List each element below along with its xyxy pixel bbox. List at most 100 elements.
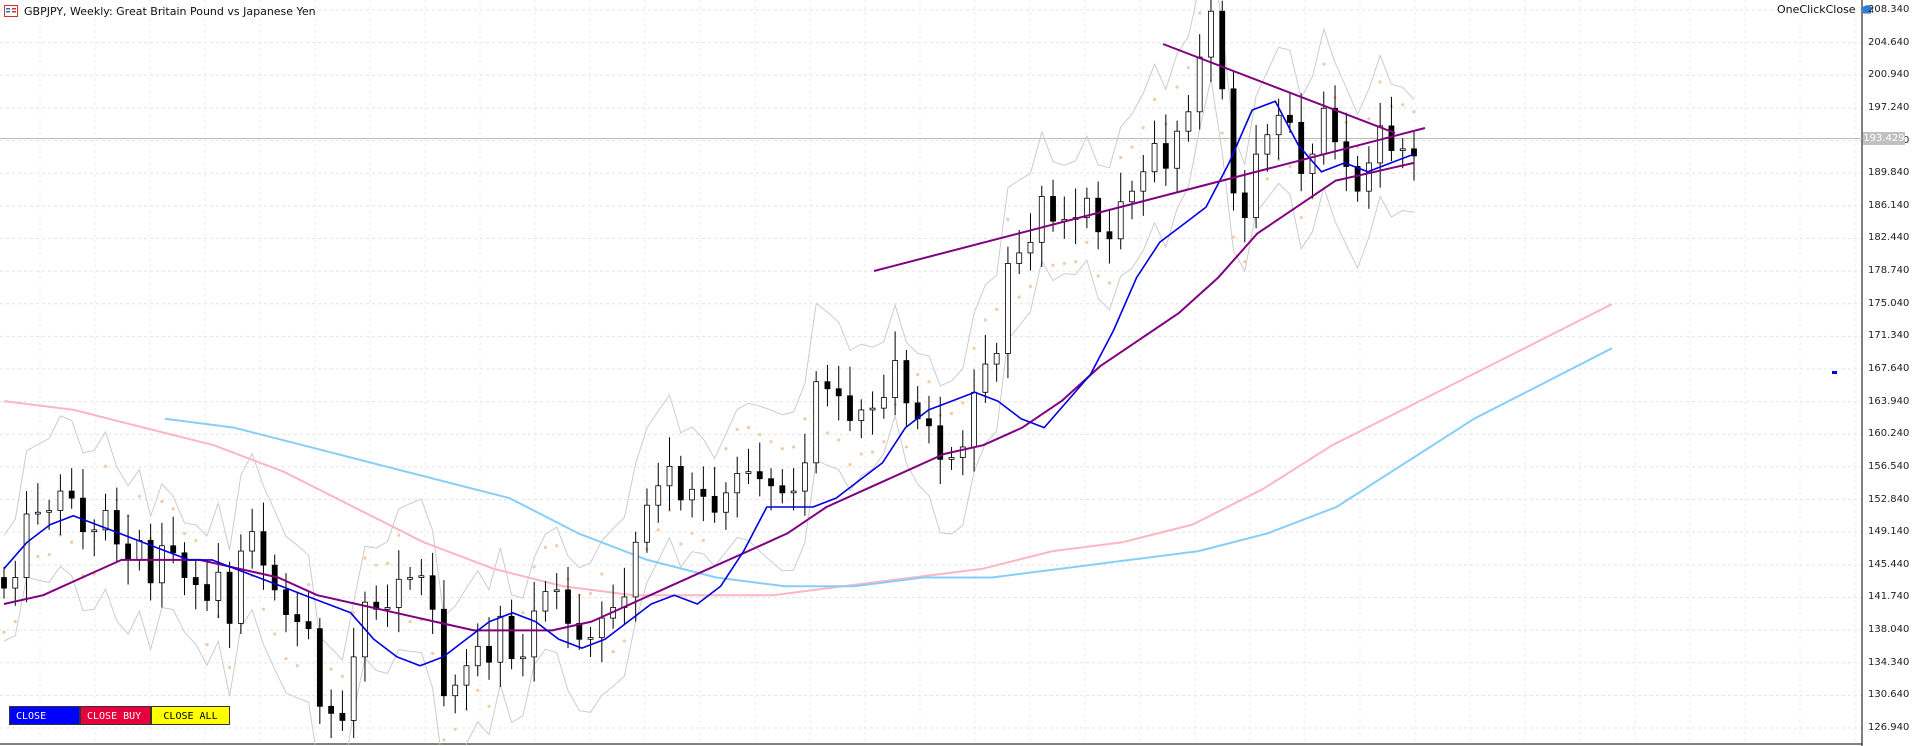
price-tick-label: 175.040 — [1868, 297, 1910, 309]
sar-dot — [724, 447, 728, 451]
sar-dot — [1141, 126, 1145, 130]
parabolic-sar — [2, 11, 1416, 742]
candle-body — [57, 490, 64, 511]
candle-body — [1388, 125, 1395, 152]
candle-body — [1411, 148, 1417, 157]
candle-body — [711, 495, 718, 513]
candle-body — [790, 490, 797, 494]
sar-dot — [1017, 295, 1021, 299]
symbol-title: GBPJPY, Weekly: Great Britain Pound vs J… — [24, 4, 316, 18]
candle-body — [1219, 10, 1226, 90]
sar-dot — [916, 373, 920, 377]
sar-dot — [36, 554, 40, 558]
candle-body — [779, 485, 786, 494]
current-price-label: 193.429 — [1863, 132, 1905, 145]
candle-body — [1264, 134, 1271, 155]
candle-body — [1377, 125, 1384, 164]
sar-dot — [679, 542, 683, 546]
sar-dot — [363, 556, 367, 560]
one-click-close-label[interactable]: OneClickClose — [1777, 3, 1874, 16]
sar-dot — [2, 630, 6, 634]
sar-dot — [47, 552, 51, 557]
price-tick-label: 182.440 — [1868, 232, 1910, 244]
price-tick-label: 197.240 — [1868, 101, 1910, 113]
chart-title-bar: GBPJPY, Weekly: Great Britain Pound vs J… — [4, 3, 316, 19]
sar-dot — [588, 591, 593, 595]
candle-body — [1275, 114, 1282, 136]
sar-dot — [1412, 110, 1416, 114]
sar-dot — [273, 632, 277, 636]
candle-body — [587, 637, 594, 640]
candle-body — [395, 578, 402, 608]
sar-dot — [284, 657, 288, 661]
sar-dot — [1231, 235, 1236, 239]
candle-body — [1354, 166, 1361, 192]
candle-body — [497, 615, 504, 663]
candle-body — [91, 529, 98, 533]
price-tick-label: 204.640 — [1868, 36, 1910, 48]
sar-dot — [160, 500, 164, 504]
candle-body — [723, 492, 729, 513]
sar-dot — [1107, 281, 1112, 285]
sar-dot — [137, 494, 141, 498]
price-tick-label: 160.240 — [1868, 428, 1910, 440]
sar-dot — [487, 704, 491, 708]
sar-dot — [859, 452, 863, 456]
sar-dot — [1220, 131, 1224, 135]
price-tick-label: 130.640 — [1868, 689, 1910, 701]
sar-dot — [837, 438, 841, 442]
sar-dot — [1152, 97, 1157, 102]
candle-body — [903, 360, 910, 404]
candle-body — [418, 575, 425, 578]
price-tick-label: 152.840 — [1868, 493, 1910, 505]
candle-body — [734, 473, 741, 494]
sar-dot — [927, 380, 931, 384]
candle-body — [700, 488, 707, 497]
candle-body — [102, 510, 109, 531]
sar-dot — [1074, 260, 1078, 264]
candle-body — [689, 488, 695, 501]
price-axis: 208.340204.640200.940197.240193.540189.8… — [1862, 0, 1915, 746]
price-tick-label: 134.340 — [1868, 656, 1910, 668]
candle-body — [1185, 111, 1192, 132]
candle-body — [926, 418, 932, 427]
price-tick-label: 189.840 — [1868, 167, 1910, 179]
sar-dot — [656, 528, 660, 532]
sar-dot — [1028, 284, 1033, 289]
candle-body — [474, 645, 481, 667]
sar-dot — [374, 563, 378, 567]
sar-dot — [543, 545, 548, 550]
candle-body — [1083, 197, 1090, 219]
close-all-button[interactable]: CLOSE ALL — [151, 706, 230, 725]
price-tick-label: 171.340 — [1868, 330, 1910, 342]
candle-body — [1287, 114, 1293, 123]
sar-dot — [1096, 274, 1100, 278]
sar-dot — [408, 620, 412, 624]
sar-dot — [555, 544, 559, 548]
candle-body — [1241, 192, 1248, 219]
order-buttons: CLOSE SELL CLOSE BUY CLOSE ALL — [9, 706, 230, 741]
candle-body — [1140, 171, 1147, 192]
candle-body — [1038, 196, 1045, 243]
ma-slow-blue-line — [164, 347, 1613, 588]
close-buy-button[interactable]: CLOSE BUY — [80, 706, 151, 725]
candle-body — [260, 531, 267, 566]
candle-body — [350, 656, 357, 721]
sar-dot — [1378, 80, 1382, 84]
sar-dot — [1175, 85, 1179, 89]
close-sell-button[interactable]: CLOSE SELL — [9, 706, 80, 741]
price-tick-label: 163.940 — [1868, 395, 1910, 407]
sar-dot — [904, 445, 909, 449]
price-tick-label: 156.540 — [1868, 460, 1910, 472]
sar-dot — [1051, 263, 1055, 267]
sar-dot — [1401, 103, 1405, 107]
price-tick-label: 208.340 — [1868, 4, 1910, 15]
plugin-label: OneClickClose — [1777, 3, 1856, 16]
sar-dot — [1322, 62, 1326, 66]
sar-dot — [194, 538, 198, 543]
candle-body — [1208, 10, 1214, 58]
sar-dot — [769, 440, 773, 444]
candle-body — [294, 614, 301, 623]
candle-body — [644, 504, 650, 543]
